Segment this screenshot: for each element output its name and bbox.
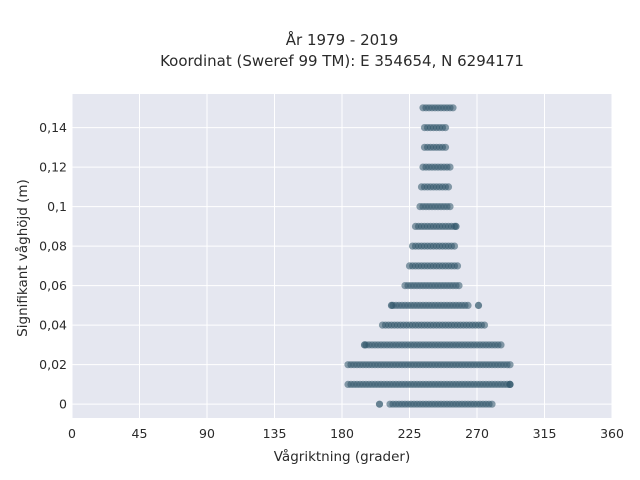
- data-point: [449, 104, 457, 112]
- y-tick-label: 0,14: [39, 120, 67, 135]
- grid: [71, 94, 613, 418]
- x-tick-label: 270: [465, 426, 489, 441]
- y-tick-label: 0,06: [39, 278, 67, 293]
- y-tick-labels: 0 0,02 0,04 0,06 0,08 0,1 0,12 0,14: [39, 120, 67, 412]
- data-point: [444, 183, 453, 191]
- chart-title: År 1979 - 2019: [286, 30, 399, 49]
- data-points: [344, 104, 514, 408]
- data-point: [441, 124, 450, 132]
- x-tick-labels: 0 45 90 135 180 225 270 315 360: [68, 426, 624, 441]
- y-tick-label: 0,1: [47, 199, 67, 214]
- y-tick-label: 0: [59, 397, 67, 412]
- y-axis-label: Signifikant våghöjd (m): [14, 179, 31, 337]
- x-axis-label: Vågriktning (grader): [274, 448, 411, 465]
- x-tick-label: 135: [263, 426, 287, 441]
- data-point-outlier: [474, 301, 483, 309]
- data-point: [497, 341, 505, 349]
- data-point: [464, 301, 472, 309]
- data-point-outlier: [452, 222, 460, 230]
- y-tick-label: 0,04: [39, 318, 67, 333]
- y-tick-label: 0,08: [39, 239, 67, 254]
- data-point: [455, 282, 463, 290]
- data-point-outlier: [375, 400, 384, 408]
- x-tick-label: 315: [533, 426, 557, 441]
- data-point: [488, 400, 496, 408]
- x-tick-label: 180: [330, 426, 354, 441]
- data-point: [446, 203, 454, 211]
- y-tick-label: 0,12: [39, 160, 67, 175]
- data-point-outlier: [387, 301, 396, 309]
- x-tick-label: 90: [199, 426, 215, 441]
- x-tick-label: 45: [132, 426, 148, 441]
- data-point: [480, 321, 489, 329]
- data-point-outlier: [360, 341, 369, 349]
- data-point: [453, 262, 462, 270]
- data-point: [506, 361, 514, 369]
- x-tick-label: 360: [600, 426, 624, 441]
- y-tick-label: 0,02: [39, 357, 67, 372]
- x-tick-label: 225: [398, 426, 422, 441]
- chart-subtitle: Koordinat (Sweref 99 TM): E 354654, N 62…: [160, 52, 524, 70]
- data-point-outlier: [506, 380, 514, 388]
- x-tick-label: 0: [68, 426, 76, 441]
- data-point: [441, 143, 450, 151]
- data-point: [450, 242, 459, 250]
- data-point: [446, 163, 454, 171]
